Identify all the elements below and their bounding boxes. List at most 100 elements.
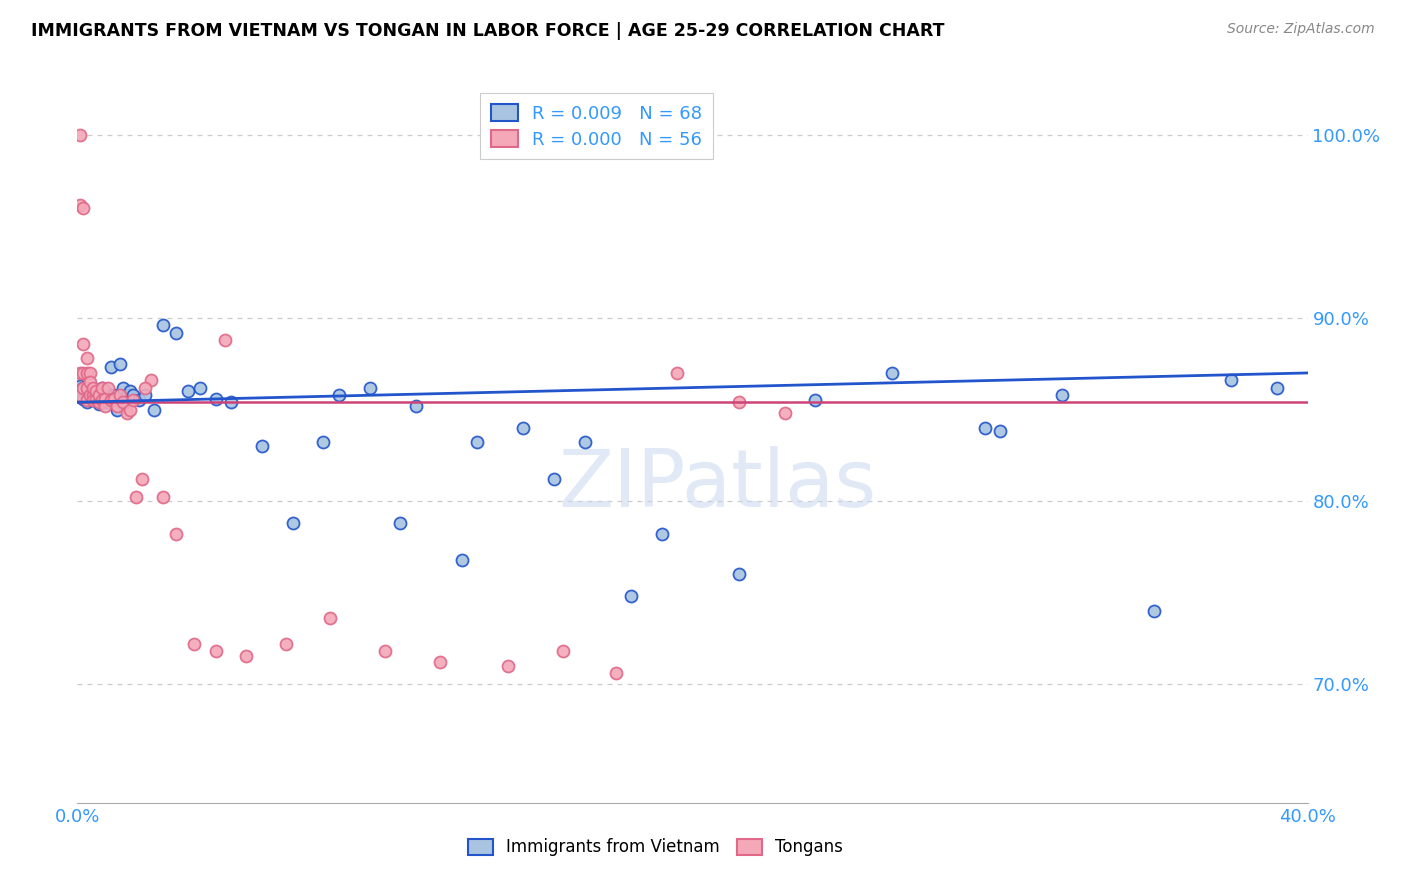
Point	[69, 128, 91, 143]
Point	[87, 395, 110, 409]
Point	[69, 388, 91, 402]
Point	[76, 351, 98, 366]
Point	[651, 527, 673, 541]
Point	[727, 567, 749, 582]
Point	[121, 388, 143, 402]
Point	[82, 393, 104, 408]
Point	[118, 402, 141, 417]
Point	[359, 381, 381, 395]
Point	[512, 421, 534, 435]
Point	[72, 392, 94, 406]
Point	[105, 399, 128, 413]
Point	[115, 388, 138, 402]
Point	[605, 665, 627, 680]
Point	[1219, 373, 1241, 387]
Point	[134, 381, 156, 395]
Point	[1143, 604, 1166, 618]
Point	[988, 425, 1011, 439]
Point	[79, 392, 101, 406]
Point	[1265, 381, 1288, 395]
Point	[276, 637, 298, 651]
Point	[553, 644, 575, 658]
Point	[97, 395, 120, 409]
Point	[177, 384, 200, 399]
Point	[465, 435, 488, 450]
Point	[121, 393, 143, 408]
Point	[90, 392, 114, 406]
Point	[72, 381, 94, 395]
Point	[72, 336, 94, 351]
Point	[882, 366, 904, 380]
Point	[727, 395, 749, 409]
Point	[250, 439, 273, 453]
Point	[72, 366, 94, 380]
Point	[115, 406, 138, 420]
Point	[84, 393, 107, 408]
Point	[94, 399, 117, 413]
Point	[97, 381, 120, 395]
Point	[543, 472, 565, 486]
Point	[79, 375, 101, 389]
Point	[165, 326, 187, 340]
Point	[69, 366, 91, 380]
Point	[76, 393, 98, 408]
Point	[69, 378, 91, 392]
Text: ZIPatlas: ZIPatlas	[558, 446, 876, 524]
Point	[94, 384, 117, 399]
Point	[219, 395, 242, 409]
Point	[374, 644, 396, 658]
Point	[134, 388, 156, 402]
Point	[204, 392, 226, 406]
Point	[82, 393, 104, 408]
Point	[389, 516, 412, 530]
Point	[112, 395, 135, 409]
Point	[76, 395, 98, 409]
Point	[328, 388, 350, 402]
Text: IMMIGRANTS FROM VIETNAM VS TONGAN IN LABOR FORCE | AGE 25-29 CORRELATION CHART: IMMIGRANTS FROM VIETNAM VS TONGAN IN LAB…	[31, 22, 945, 40]
Point	[152, 491, 174, 505]
Point	[94, 395, 117, 409]
Point	[90, 388, 114, 402]
Point	[165, 527, 187, 541]
Point	[143, 402, 166, 417]
Point	[131, 472, 153, 486]
Point	[76, 390, 98, 404]
Point	[1050, 388, 1073, 402]
Point	[235, 649, 257, 664]
Point	[118, 384, 141, 399]
Point	[87, 384, 110, 399]
Point	[72, 381, 94, 395]
Point	[69, 388, 91, 402]
Point	[183, 637, 205, 651]
Point	[773, 406, 796, 420]
Point	[204, 644, 226, 658]
Point	[84, 392, 107, 406]
Point	[496, 658, 519, 673]
Point	[82, 384, 104, 399]
Point	[76, 384, 98, 399]
Point	[112, 381, 135, 395]
Point	[103, 388, 125, 402]
Point	[90, 393, 114, 408]
Point	[90, 381, 114, 395]
Point	[79, 388, 101, 402]
Point	[804, 393, 827, 408]
Point	[105, 402, 128, 417]
Point	[79, 388, 101, 402]
Point	[79, 384, 101, 399]
Point	[90, 381, 114, 395]
Point	[103, 392, 125, 406]
Point	[110, 388, 132, 402]
Point	[312, 435, 335, 450]
Point	[69, 197, 91, 211]
Point	[76, 366, 98, 380]
Point	[128, 393, 150, 408]
Point	[973, 421, 995, 435]
Point	[100, 393, 122, 408]
Point	[82, 388, 104, 402]
Point	[152, 318, 174, 333]
Point	[281, 516, 304, 530]
Point	[318, 611, 340, 625]
Point	[405, 399, 427, 413]
Point	[94, 392, 117, 406]
